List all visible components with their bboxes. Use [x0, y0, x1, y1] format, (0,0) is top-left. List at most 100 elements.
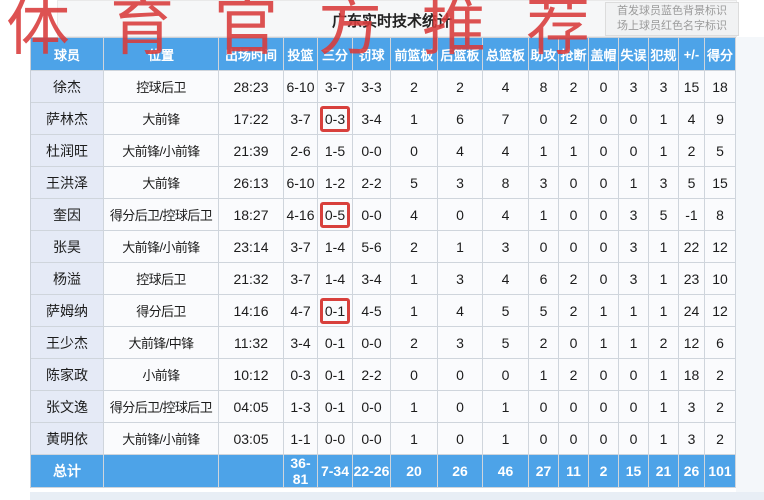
- cell-reb: 7: [483, 103, 529, 135]
- cell-oreb: 2: [391, 71, 438, 103]
- cell-ast: 6: [529, 263, 559, 295]
- total-name: 总计: [31, 455, 104, 488]
- total-pm: 26: [679, 455, 705, 488]
- bottom-margin-strip: [30, 492, 764, 500]
- cell-to: 0: [619, 423, 649, 455]
- cell-pts: 15: [705, 167, 736, 199]
- cell-time: 03:05: [219, 423, 284, 455]
- cell-pts: 2: [705, 391, 736, 423]
- cell-fg: 4-16: [284, 199, 318, 231]
- column-header-6: 前篮板: [391, 38, 438, 71]
- highlight-box: 0-5: [319, 201, 351, 228]
- cell-time: 14:16: [219, 295, 284, 327]
- cell-pm: 3: [679, 391, 705, 423]
- cell-three: 0-1: [318, 295, 353, 327]
- legend-line-starters: 首发球员蓝色背景标识: [617, 5, 727, 17]
- cell-to: 0: [619, 103, 649, 135]
- cell-time: 28:23: [219, 71, 284, 103]
- cell-pf: 1: [649, 359, 679, 391]
- cell-pm: 18: [679, 359, 705, 391]
- table-row: 张昊 大前锋/小前锋 23:14 3-7 1-4 5-6 2 1 3 0 0 0 3 1 22 12: [31, 231, 736, 263]
- cell-name: 王少杰: [31, 327, 104, 359]
- cell-to: 3: [619, 71, 649, 103]
- cell-oreb: 2: [391, 327, 438, 359]
- cell-pf: 1: [649, 263, 679, 295]
- cell-blk: 0: [589, 167, 619, 199]
- total-oreb: 20: [391, 455, 438, 488]
- cell-ft: 0-0: [353, 327, 391, 359]
- cell-ft: 4-5: [353, 295, 391, 327]
- cell-pf: 1: [649, 231, 679, 263]
- cell-blk: 0: [589, 359, 619, 391]
- cell-blk: 0: [589, 199, 619, 231]
- cell-stl: 0: [559, 199, 589, 231]
- cell-ast: 0: [529, 231, 559, 263]
- cell-oreb: 4: [391, 199, 438, 231]
- cell-ast: 0: [529, 423, 559, 455]
- cell-ast: 1: [529, 359, 559, 391]
- cell-dreb: 4: [438, 295, 483, 327]
- cell-dreb: 2: [438, 71, 483, 103]
- table-row: 杜润旺 大前锋/小前锋 21:39 2-6 1-5 0-0 0 4 4 1 1 0 0 1 2 5: [31, 135, 736, 167]
- cell-stl: 2: [559, 71, 589, 103]
- cell-pf: 1: [649, 295, 679, 327]
- total-pf: 21: [649, 455, 679, 488]
- cell-reb: 1: [483, 391, 529, 423]
- cell-three: 0-1: [318, 327, 353, 359]
- cell-time: 21:39: [219, 135, 284, 167]
- highlight-box: 0-3: [319, 105, 351, 132]
- cell-pm: 24: [679, 295, 705, 327]
- cell-pts: 10: [705, 263, 736, 295]
- column-header-5: 罚球: [353, 38, 391, 71]
- cell-time: 26:13: [219, 167, 284, 199]
- cell-ast: 1: [529, 135, 559, 167]
- cell-ft: 3-3: [353, 71, 391, 103]
- cell-oreb: 1: [391, 391, 438, 423]
- cell-three: 1-2: [318, 167, 353, 199]
- cell-fg: 6-10: [284, 71, 318, 103]
- cell-pf: 2: [649, 327, 679, 359]
- cell-time: 11:32: [219, 327, 284, 359]
- cell-pm: 5: [679, 167, 705, 199]
- cell-fg: 3-7: [284, 103, 318, 135]
- cell-stl: 2: [559, 103, 589, 135]
- cell-pf: 1: [649, 103, 679, 135]
- cell-pts: 12: [705, 295, 736, 327]
- cell-ft: 0-0: [353, 199, 391, 231]
- cell-ast: 0: [529, 391, 559, 423]
- cell-name: 张昊: [31, 231, 104, 263]
- table-row: 杨溢 控球后卫 21:32 3-7 1-4 3-4 1 3 4 6 2 0 3 1 23 10: [31, 263, 736, 295]
- cell-position: 大前锋/小前锋: [104, 135, 219, 167]
- cell-three: 1-4: [318, 231, 353, 263]
- table-header-row: 球员 位置 出场时间 投篮 三分 罚球 前篮板 后篮板 总篮板 助攻 抢断 盖帽 失误 犯规 +/- 得分: [31, 38, 736, 71]
- cell-ast: 3: [529, 167, 559, 199]
- column-header-3: 投篮: [284, 38, 318, 71]
- cell-blk: 1: [589, 327, 619, 359]
- column-header-12: 失误: [619, 38, 649, 71]
- table-row: 张文逸 得分后卫/控球后卫 04:05 1-3 0-1 0-0 1 0 1 0 0 0 0 1 3 2: [31, 391, 736, 423]
- column-header-14: +/-: [679, 38, 705, 71]
- cell-pts: 6: [705, 327, 736, 359]
- cell-name: 徐杰: [31, 71, 104, 103]
- cell-stl: 0: [559, 327, 589, 359]
- cell-ast: 0: [529, 103, 559, 135]
- cell-ft: 2-2: [353, 359, 391, 391]
- cell-stl: 0: [559, 423, 589, 455]
- cell-blk: 0: [589, 391, 619, 423]
- cell-dreb: 6: [438, 103, 483, 135]
- cell-position: 得分后卫/控球后卫: [104, 391, 219, 423]
- cell-three: 0-1: [318, 391, 353, 423]
- table-row: 奎因 得分后卫/控球后卫 18:27 4-16 0-5 0-0 4 0 4 1 0 0 3 5 -1 8: [31, 199, 736, 231]
- cell-ft: 0-0: [353, 391, 391, 423]
- cell-oreb: 1: [391, 103, 438, 135]
- cell-pts: 9: [705, 103, 736, 135]
- total-reb: 46: [483, 455, 529, 488]
- cell-oreb: 2: [391, 231, 438, 263]
- cell-reb: 1: [483, 423, 529, 455]
- cell-dreb: 4: [438, 135, 483, 167]
- cell-three: 1-4: [318, 263, 353, 295]
- column-header-2: 出场时间: [219, 38, 284, 71]
- cell-pm: 4: [679, 103, 705, 135]
- cell-blk: 0: [589, 103, 619, 135]
- cell-name: 奎因: [31, 199, 104, 231]
